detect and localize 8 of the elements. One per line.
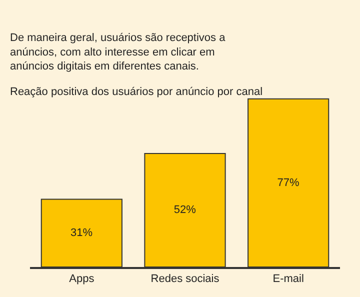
data-label: 77% bbox=[277, 176, 300, 189]
x-tick-label: E-mail bbox=[272, 273, 304, 286]
data-label: 52% bbox=[174, 204, 196, 216]
data-label: 31% bbox=[70, 227, 93, 240]
x-tick-label: Apps bbox=[69, 273, 95, 286]
chart-title: De maneira geral, usuários são receptivos a anúncios, com alto interesse em clicar em anúncios digitais em diferentes canais. bbox=[10, 32, 226, 73]
x-tick-label: Redes sociais bbox=[150, 273, 220, 286]
chart-subtitle: Reação positiva dos usuários por anúncio por canal bbox=[10, 86, 263, 98]
